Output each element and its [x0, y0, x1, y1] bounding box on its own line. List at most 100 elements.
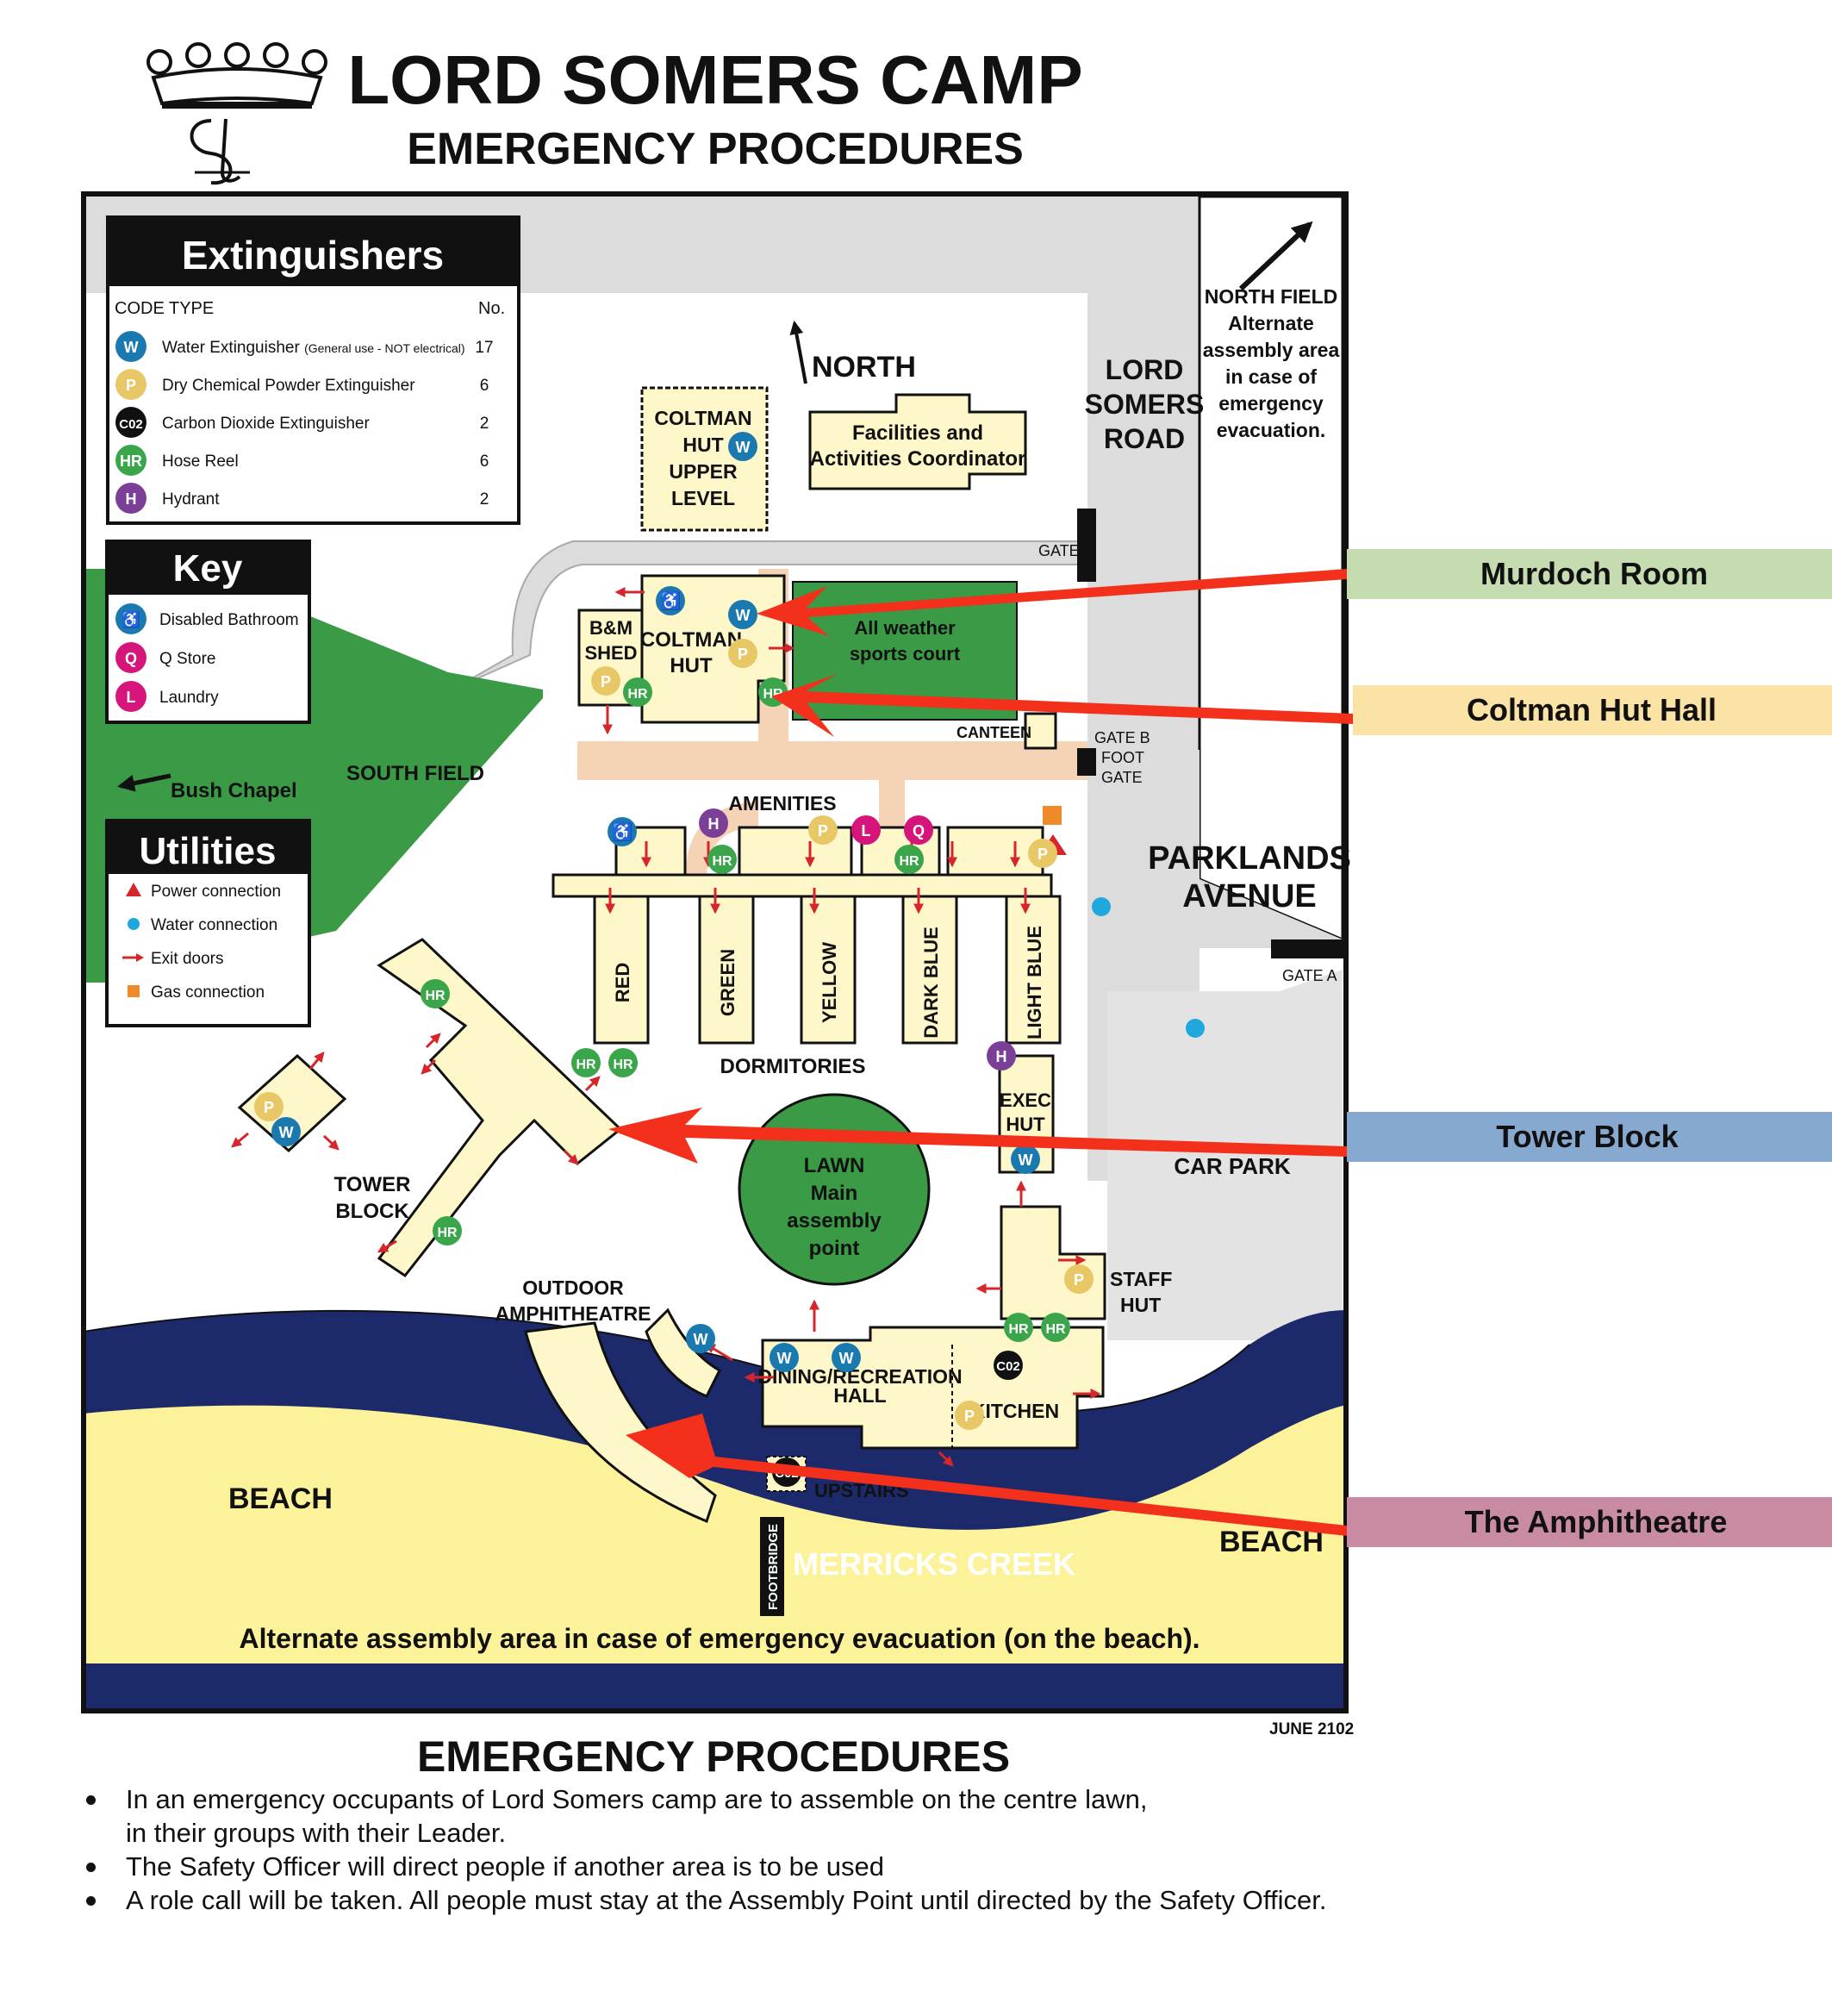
- extinguisher-count: 2: [480, 415, 489, 433]
- hose-reel-icon: HR: [571, 1048, 601, 1077]
- svg-text:Alternate: Alternate: [1228, 312, 1314, 334]
- utility-label: Water connection: [151, 916, 277, 934]
- key-legend-row: ♿ Disabled Bathroom: [115, 603, 299, 634]
- gas-connection-icon: [128, 985, 140, 997]
- dorm-green: GREEN: [698, 895, 755, 1045]
- lawn-label-4: point: [809, 1237, 860, 1260]
- merricks-creek-label: MERRICKS CREEK: [793, 1546, 1075, 1582]
- lawn-label-3: assembly: [787, 1209, 882, 1233]
- amenities-building: [551, 826, 1053, 898]
- svg-text:HR: HR: [1008, 1322, 1029, 1337]
- exit-door-arrows: [231, 587, 1101, 1467]
- lawn-label-2: Main: [811, 1182, 858, 1205]
- car-park-label: CAR PARK: [1174, 1153, 1291, 1179]
- svg-text:Activities Coordinator: Activities Coordinator: [810, 447, 1026, 471]
- key-legend-row: L Laundry: [115, 681, 219, 712]
- svg-text:W: W: [279, 1124, 294, 1141]
- svg-text:ROAD: ROAD: [1104, 423, 1185, 454]
- svg-text:HR: HR: [712, 854, 732, 869]
- svg-text:HUT: HUT: [1006, 1114, 1045, 1135]
- water-connection-icon: [1092, 897, 1111, 916]
- svg-text:P: P: [1074, 1271, 1084, 1289]
- water-connection-icon: [1186, 1019, 1205, 1038]
- svg-text:HR: HR: [437, 1226, 458, 1240]
- svg-text:W: W: [736, 439, 751, 456]
- water-extinguisher-icon: W: [728, 600, 757, 629]
- key-code: ♿: [122, 610, 140, 628]
- extinguisher-legend-row: C02 Carbon Dioxide Extinguisher 2: [115, 407, 489, 438]
- water-extinguisher-icon: W: [832, 1343, 861, 1372]
- power-connection-icon: [126, 883, 141, 896]
- extinguisher-count: 6: [480, 453, 489, 471]
- svg-text:evacuation.: evacuation.: [1217, 419, 1326, 441]
- svg-text:in case of: in case of: [1225, 365, 1317, 388]
- extinguisher-count: 17: [475, 339, 493, 357]
- svg-text:SHED: SHED: [584, 642, 637, 664]
- hose-reel-icon: HR: [1004, 1313, 1033, 1342]
- powder-extinguisher-icon: P: [808, 815, 838, 845]
- svg-text:P: P: [1038, 846, 1048, 863]
- gate-b-label-2: FOOT: [1101, 749, 1144, 766]
- powder-extinguisher-icon: P: [254, 1092, 284, 1121]
- procedure-item: A role call will be taken. All people mu…: [83, 1883, 1548, 1917]
- lord-somers-road-label: LORD SOMERS ROAD: [1085, 354, 1205, 454]
- date-label: JUNE 2102: [1269, 1720, 1354, 1738]
- svg-text:HR: HR: [627, 687, 648, 702]
- svg-text:P: P: [601, 673, 611, 690]
- svg-text:PARKLANDS: PARKLANDS: [1148, 840, 1351, 877]
- utility-legend-row: Gas connection: [128, 983, 265, 1002]
- gate-b-label-1: GATE B: [1094, 729, 1150, 746]
- extinguisher-code: P: [126, 377, 136, 394]
- canteen-label: CANTEEN: [957, 724, 1031, 741]
- north-arrow-icon: [789, 320, 807, 384]
- map-markers: W ♿ W P P HR HR ♿ H HR P L Q HR P H W HR…: [254, 432, 1094, 1487]
- svg-text:W: W: [1019, 1152, 1033, 1169]
- callout-coltman-bar: [1353, 685, 1832, 735]
- svg-text:P: P: [964, 1407, 975, 1425]
- svg-text:COLTMAN: COLTMAN: [640, 628, 742, 652]
- svg-text:NORTH FIELD: NORTH FIELD: [1205, 285, 1338, 308]
- hose-reel-icon: HR: [608, 1048, 638, 1077]
- procedures-list: In an emergency occupants of Lord Somers…: [83, 1782, 1548, 1917]
- extinguisher-badge-icon: [115, 483, 146, 514]
- svg-text:B&M: B&M: [589, 617, 632, 639]
- south-field-label: SOUTH FIELD: [346, 762, 484, 785]
- q-store-icon: Q: [904, 815, 933, 845]
- svg-text:RED: RED: [612, 963, 633, 1002]
- callout-tower-bar: [1347, 1112, 1832, 1162]
- dorm-red: RED: [593, 895, 650, 1045]
- svg-text:GREEN: GREEN: [717, 949, 738, 1016]
- footbridge: [760, 1517, 784, 1616]
- water-extinguisher-icon: W: [271, 1117, 301, 1146]
- extinguisher-code: H: [126, 490, 137, 508]
- svg-text:H: H: [708, 815, 720, 833]
- extinguisher-code: W: [124, 339, 139, 356]
- callout-tower-label: Tower Block: [1496, 1119, 1679, 1154]
- gas-connection-icon: [1043, 806, 1062, 825]
- svg-text:P: P: [264, 1099, 274, 1116]
- bush-chapel-label: Bush Chapel: [171, 779, 297, 802]
- utility-label: Power connection: [151, 883, 281, 901]
- key-badge-icon: [115, 681, 146, 712]
- key-legend: Key ♿ Disabled Bathroom Q Q Store L Laundry: [105, 540, 311, 724]
- extinguisher-label: Hose Reel: [162, 453, 239, 471]
- code-type-header: CODE TYPE: [115, 299, 214, 318]
- facilities-building: Facilities and Activities Coordinator: [808, 393, 1027, 490]
- hydrant-icon: H: [987, 1041, 1016, 1070]
- svg-text:HR: HR: [576, 1058, 596, 1072]
- svg-text:♿: ♿: [612, 821, 633, 842]
- svg-text:LEVEL: LEVEL: [671, 487, 735, 509]
- extinguisher-label: Hydrant: [162, 490, 220, 509]
- disabled-bathroom-icon: ♿: [608, 817, 637, 846]
- extinguisher-legend-row: HR Hose Reel 6: [115, 445, 489, 476]
- callout-murdoch-bar: [1347, 549, 1832, 599]
- svg-text:W: W: [736, 607, 751, 624]
- callout-coltman-label: Coltman Hut Hall: [1467, 692, 1717, 727]
- beach-label-left: BEACH: [228, 1482, 333, 1515]
- extinguishers-legend: Extinguishers CODE TYPE No. W Water Extin…: [106, 215, 520, 525]
- svg-text:Facilities and: Facilities and: [852, 421, 983, 445]
- powder-extinguisher-icon: P: [591, 666, 620, 696]
- extinguisher-badge-icon: [115, 369, 146, 400]
- svg-text:H: H: [996, 1048, 1007, 1065]
- dorm-yellow: YELLOW: [800, 895, 857, 1045]
